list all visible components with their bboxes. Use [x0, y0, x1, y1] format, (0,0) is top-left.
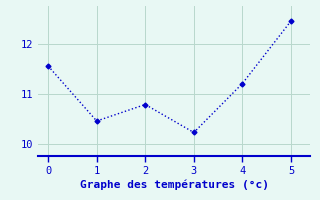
X-axis label: Graphe des températures (°c): Graphe des températures (°c) — [80, 179, 269, 190]
